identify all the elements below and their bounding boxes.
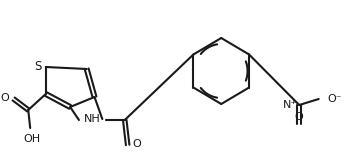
Text: S: S bbox=[34, 60, 42, 74]
Text: O: O bbox=[133, 139, 141, 149]
Text: OH: OH bbox=[24, 134, 41, 144]
Text: O: O bbox=[0, 93, 9, 103]
Text: N⁺: N⁺ bbox=[283, 100, 297, 110]
Text: O⁻: O⁻ bbox=[327, 94, 342, 104]
Text: O: O bbox=[295, 112, 303, 122]
Text: NH: NH bbox=[84, 114, 101, 124]
